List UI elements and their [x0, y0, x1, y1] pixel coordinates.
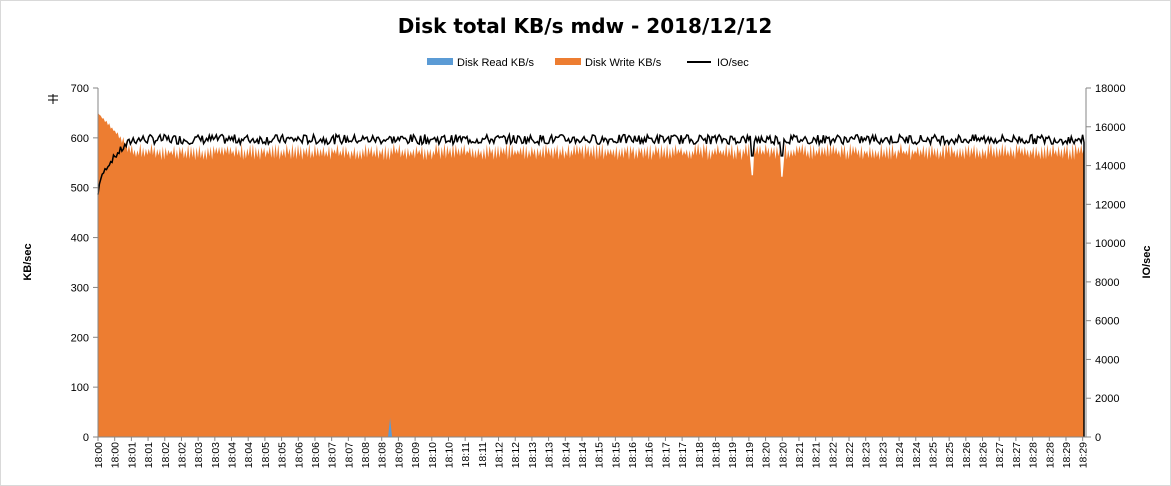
x-tick-label: 18:24	[894, 442, 906, 468]
x-tick-label: 18:07	[327, 442, 339, 468]
x-tick-label: 18:17	[677, 442, 689, 468]
x-tick-label: 18:10	[427, 442, 439, 468]
x-tick-label: 18:00	[93, 442, 105, 468]
x-tick-label: 18:08	[360, 442, 372, 468]
x-tick-label: 18:29	[1078, 442, 1090, 468]
x-tick-label: 18:11	[477, 442, 489, 468]
x-tick-label: 18:26	[961, 442, 973, 468]
cursor-icon	[48, 94, 58, 104]
x-tick-label: 18:20	[777, 442, 789, 468]
legend-swatch	[427, 58, 453, 65]
x-tick-label: 18:25	[927, 442, 939, 468]
x-tick-label: 18:18	[711, 442, 723, 468]
legend-item: IO/sec	[687, 57, 749, 69]
x-tick-label: 18:21	[794, 442, 806, 468]
series-disk-read-spike	[388, 418, 393, 437]
y-tick-label: 500	[71, 183, 89, 195]
x-tick-label: 18:28	[1044, 442, 1056, 468]
x-tick-label: 18:01	[126, 442, 138, 468]
x-tick-label: 18:19	[727, 442, 739, 468]
y-tick-label: 400	[71, 233, 89, 245]
y2-tick-label: 14000	[1095, 161, 1126, 173]
y-tick-label: 700	[71, 83, 89, 95]
y-tick-label: 0	[83, 432, 89, 444]
x-tick-label: 18:27	[1011, 442, 1023, 468]
legend-swatch	[555, 58, 581, 65]
x-tick-label: 18:07	[343, 442, 355, 468]
x-tick-label: 18:16	[644, 442, 656, 468]
x-tick-label: 18:04	[227, 442, 239, 468]
x-tick-label: 18:10	[443, 442, 455, 468]
x-tick-label: 18:05	[277, 442, 289, 468]
x-tick-label: 18:29	[1061, 442, 1073, 468]
x-tick-label: 18:01	[143, 442, 155, 468]
y-tick-label: 300	[71, 282, 89, 294]
x-tick-label: 18:12	[510, 442, 522, 468]
x-tick-label: 18:28	[1028, 442, 1040, 468]
x-tick-label: 18:03	[193, 442, 205, 468]
legend-label: IO/sec	[717, 57, 749, 69]
y2-tick-label: 6000	[1095, 316, 1119, 328]
x-tick-label: 18:06	[293, 442, 305, 468]
x-tick-label: 18:14	[577, 442, 589, 468]
y2-tick-label: 12000	[1095, 199, 1126, 211]
y2-tick-label: 16000	[1095, 122, 1126, 134]
x-tick-label: 18:23	[877, 442, 889, 468]
legend: Disk Read KB/s Disk Write KB/s IO/sec	[427, 57, 749, 69]
x-tick-label: 18:26	[978, 442, 990, 468]
y2-tick-label: 10000	[1095, 238, 1126, 250]
legend-item: Disk Read KB/s	[427, 57, 535, 69]
x-tick-label: 18:11	[460, 442, 472, 468]
chart-title: Disk total KB/s mdw - 2018/12/12	[398, 14, 773, 38]
x-tick-label: 18:27	[994, 442, 1006, 468]
y-axis-title: KB/sec	[22, 243, 34, 280]
x-tick-label: 18:18	[694, 442, 706, 468]
y2-tick-label: 0	[1095, 432, 1101, 444]
x-tick-label: 18:13	[544, 442, 556, 468]
x-tick-label: 18:21	[811, 442, 823, 468]
series-disk-write-area	[98, 112, 1084, 438]
y2-axis-title: IO/sec	[1141, 245, 1153, 278]
x-tick-label: 18:20	[761, 442, 773, 468]
legend-label: Disk Write KB/s	[585, 57, 662, 69]
y2-tick-label: 2000	[1095, 393, 1119, 405]
x-tick-label: 18:15	[610, 442, 622, 468]
legend-item: Disk Write KB/s	[555, 57, 662, 69]
x-tick-label: 18:05	[260, 442, 272, 468]
x-tick-label: 18:19	[744, 442, 756, 468]
x-tick-label: 18:08	[377, 442, 389, 468]
x-tick-label: 18:02	[160, 442, 172, 468]
x-tick-label: 18:04	[243, 442, 255, 468]
x-tick-label: 18:03	[210, 442, 222, 468]
x-tick-label: 18:12	[494, 442, 506, 468]
y-tick-label: 600	[71, 133, 89, 145]
x-tick-label: 18:15	[594, 442, 606, 468]
y2-tick-label: 4000	[1095, 354, 1119, 366]
x-tick-label: 18:24	[911, 442, 923, 468]
x-tick-label: 18:09	[393, 442, 405, 468]
x-tick-label: 18:00	[110, 442, 122, 468]
x-tick-label: 18:23	[861, 442, 873, 468]
plot-area: 0 100 200 300 400 500 600 700 0 2000 4000 6000 8000 1…	[71, 83, 1126, 468]
y-tick-label: 100	[71, 382, 89, 394]
x-tick-label: 18:13	[527, 442, 539, 468]
x-tick-label: 18:22	[844, 442, 856, 468]
x-tick-label: 18:25	[944, 442, 956, 468]
y2-tick-label: 18000	[1095, 83, 1126, 95]
y-tick-label: 200	[71, 332, 89, 344]
x-tick-label: 18:17	[660, 442, 672, 468]
x-tick-label: 18:14	[560, 442, 572, 468]
x-tick-label: 18:06	[310, 442, 322, 468]
x-tick-label: 18:02	[176, 442, 188, 468]
series-io-sec-line	[97, 131, 1085, 437]
x-tick-label: 18:09	[410, 442, 422, 468]
y2-tick-label: 8000	[1095, 277, 1119, 289]
legend-label: Disk Read KB/s	[457, 57, 535, 69]
x-tick-label: 18:16	[627, 442, 639, 468]
x-tick-label: 18:22	[827, 442, 839, 468]
